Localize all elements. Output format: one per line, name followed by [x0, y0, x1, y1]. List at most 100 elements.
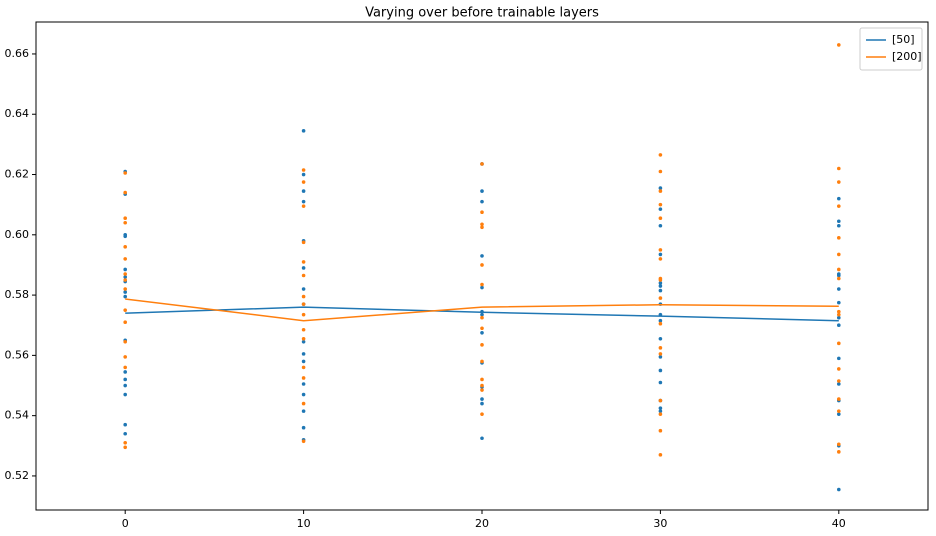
point [480, 285, 484, 290]
point [658, 169, 663, 174]
point [658, 409, 663, 413]
point [123, 365, 127, 370]
point [837, 312, 841, 317]
point [123, 267, 127, 272]
point [301, 365, 306, 370]
point [480, 359, 484, 364]
x-tick-label: 10 [297, 517, 311, 530]
point [301, 260, 306, 264]
point [301, 340, 306, 344]
point [837, 315, 841, 320]
point [658, 321, 663, 326]
point [837, 300, 841, 305]
point [480, 383, 484, 388]
point [480, 401, 484, 406]
y-tick-label: 0.54 [5, 409, 30, 422]
point [480, 377, 484, 382]
y-tick-label: 0.66 [5, 47, 30, 60]
point [480, 225, 484, 230]
point [837, 442, 841, 447]
x-tick-label: 40 [832, 517, 846, 530]
point [658, 412, 663, 416]
point [123, 308, 127, 312]
point [658, 355, 663, 359]
point [658, 248, 663, 252]
point [658, 189, 663, 193]
legend-label: [200] [892, 50, 922, 63]
point [837, 219, 841, 224]
point [301, 327, 306, 332]
point [123, 431, 127, 436]
point [480, 330, 484, 335]
point [301, 439, 306, 444]
y-tick-label: 0.58 [5, 288, 30, 301]
point [123, 257, 127, 261]
point [480, 189, 484, 193]
point [658, 257, 663, 261]
point [837, 409, 841, 413]
point [301, 425, 306, 430]
point [658, 252, 663, 257]
point [123, 216, 127, 221]
point [123, 340, 127, 344]
point [658, 296, 663, 300]
point [658, 153, 663, 157]
point [480, 282, 484, 287]
point [480, 326, 484, 331]
point [658, 346, 663, 350]
point [301, 273, 306, 278]
point [837, 276, 841, 281]
point [123, 440, 127, 445]
point [658, 223, 663, 228]
x-tick-label: 30 [653, 517, 667, 530]
point [123, 171, 127, 175]
point [837, 323, 841, 328]
point [658, 186, 663, 190]
point [301, 401, 306, 406]
point [123, 234, 127, 239]
point [480, 222, 484, 227]
point [658, 202, 663, 207]
point [837, 341, 841, 346]
y-tick-label: 0.62 [5, 168, 30, 181]
point [658, 380, 663, 385]
point [123, 220, 127, 225]
point [480, 388, 484, 392]
point [837, 382, 841, 386]
point [837, 309, 841, 314]
point [480, 315, 484, 320]
point [301, 204, 306, 208]
point [301, 376, 306, 380]
point [837, 267, 841, 272]
point [837, 287, 841, 291]
point [480, 436, 484, 441]
point [123, 445, 127, 450]
point [658, 284, 663, 288]
point [658, 352, 663, 356]
point [123, 383, 127, 388]
point [837, 223, 841, 228]
y-tick-label: 0.60 [5, 228, 30, 241]
point [123, 190, 127, 195]
point [301, 180, 306, 184]
point [301, 312, 306, 317]
point [837, 252, 841, 257]
point [301, 336, 306, 341]
point [658, 288, 663, 293]
x-tick-label: 20 [475, 517, 489, 530]
point [301, 294, 306, 299]
point [123, 272, 127, 276]
chart-title: Varying over before trainable layers [365, 6, 599, 21]
point [837, 450, 841, 454]
y-tick-label: 0.64 [5, 107, 30, 120]
point [123, 287, 127, 291]
point [123, 370, 127, 374]
point [123, 422, 127, 427]
point [480, 210, 484, 214]
series-line [125, 306, 839, 322]
point [301, 382, 306, 386]
point [301, 392, 306, 397]
point [301, 359, 306, 364]
point [123, 355, 127, 359]
point [123, 278, 127, 282]
